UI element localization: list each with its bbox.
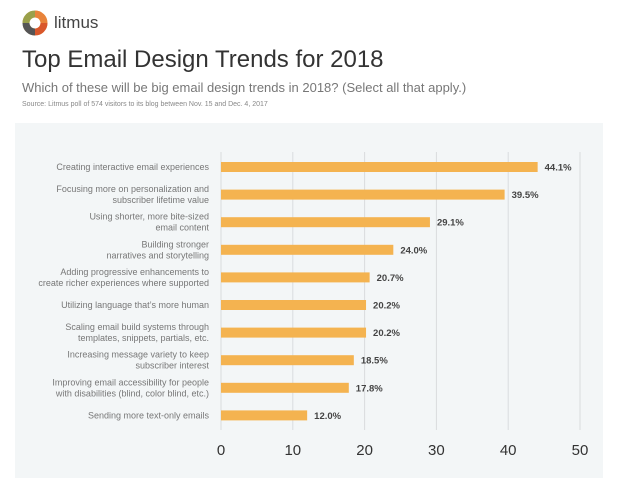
bar-value-label: 12.0% — [314, 411, 341, 422]
category-label: email content — [155, 223, 209, 233]
x-tick-label: 20 — [356, 442, 373, 459]
category-label: subscriber lifetime value — [112, 195, 209, 205]
bar — [221, 244, 394, 255]
category-label: templates, snippets, partials, etc. — [78, 333, 209, 343]
bar-value-label: 17.8% — [356, 383, 383, 394]
category-label: with disabilities (blind, color blind, e… — [55, 388, 209, 398]
bar-value-label: 24.0% — [400, 245, 427, 256]
bar — [221, 355, 354, 366]
bar — [221, 327, 367, 338]
category-label: create richer experiences where supporte… — [38, 278, 209, 288]
category-label: narratives and storytelling — [106, 250, 209, 260]
litmus-logo-icon — [22, 10, 48, 36]
bar — [221, 162, 538, 172]
bar — [221, 300, 367, 310]
category-label: Utilizing language that’s more human — [61, 300, 209, 310]
category-label: Focusing more on personalization and — [56, 184, 209, 194]
bar-value-label: 20.2% — [373, 328, 400, 339]
chart-subtitle: Which of these will be big email design … — [22, 80, 467, 95]
bar-value-label: 29.1% — [437, 218, 464, 229]
bar — [221, 217, 430, 228]
chart-title: Top Email Design Trends for 2018 — [22, 46, 384, 73]
category-label: subscriber interest — [135, 361, 209, 371]
bar-value-label: 20.2% — [373, 301, 400, 312]
category-label: Scaling email build systems through — [65, 322, 209, 332]
category-label: Sending more text-only emails — [88, 410, 210, 420]
x-tick-label: 10 — [284, 442, 301, 459]
x-tick-label: 50 — [572, 442, 589, 459]
bar-value-label: 44.1% — [545, 163, 572, 174]
brand-name: litmus — [54, 13, 99, 32]
x-tick-label: 30 — [428, 442, 445, 459]
x-tick-label: 40 — [500, 442, 517, 459]
category-label: Using shorter, more bite-sized — [89, 212, 209, 222]
category-label: Building stronger — [141, 239, 209, 249]
category-label: Adding progressive enhancements to — [60, 267, 209, 277]
x-tick-label: 0 — [217, 442, 225, 459]
bar — [221, 272, 370, 283]
bar-value-label: 18.5% — [361, 356, 388, 367]
category-label: Creating interactive email experiences — [56, 162, 209, 172]
bar-value-label: 39.5% — [512, 190, 539, 201]
bar — [221, 382, 349, 393]
category-label: Increasing message variety to keep — [67, 350, 209, 360]
litmus-logo: litmus — [22, 10, 98, 36]
bar — [221, 189, 505, 200]
category-label: Improving email accessibility for people — [52, 377, 209, 387]
bar — [221, 410, 308, 421]
source-note: Source: Litmus poll of 574 visitors to i… — [22, 101, 268, 108]
bar-value-label: 20.7% — [377, 273, 404, 284]
